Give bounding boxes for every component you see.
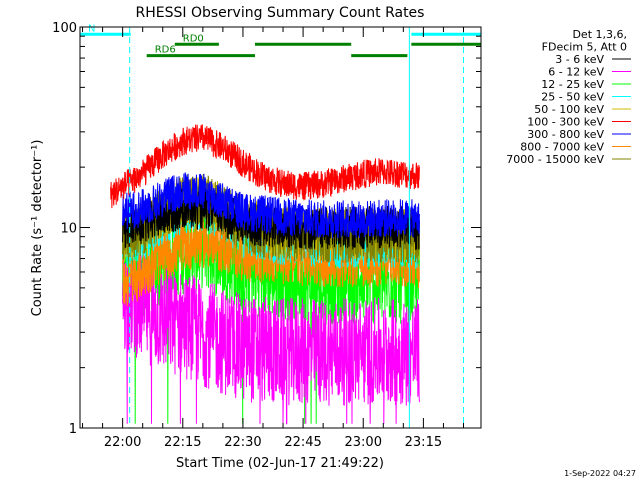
x-tick-label-6: 23:15	[405, 435, 442, 450]
series-line-7	[122, 172, 420, 239]
annotation-label-3: RD0	[183, 33, 204, 44]
legend-label-3: 12 - 25 keV	[541, 78, 604, 91]
y-tick-label-1: 1	[69, 422, 77, 437]
x-tick-label-4: 22:45	[284, 435, 321, 450]
legend-label-5: 50 - 100 keV	[534, 103, 604, 116]
vertical-markers	[129, 27, 464, 428]
series-line-2	[122, 249, 420, 425]
plot-area	[110, 124, 420, 425]
legend-header-1: Det 1,3,6,	[572, 28, 627, 41]
legend-label-4: 25 - 50 keV	[541, 91, 604, 104]
legend-label-1: 3 - 6 keV	[555, 53, 604, 66]
x-tick-label-5: 23:00	[345, 435, 382, 450]
legend-label-7: 300 - 800 keV	[527, 128, 604, 141]
x-tick-label-3: 22:30	[224, 435, 261, 450]
x-tick-label-2: 22:15	[164, 435, 201, 450]
y-tick-label-2: 10	[60, 222, 77, 237]
legend-label-2: 6 - 12 keV	[548, 66, 604, 79]
series-line-6	[110, 124, 420, 209]
x-axis-label: Start Time (02-Jun-17 21:49:22)	[176, 456, 384, 471]
annotation-label-6: RD6	[155, 45, 176, 56]
y-tick-label-3: 100	[52, 21, 77, 36]
annotation-label-1: N	[88, 23, 95, 34]
y-axis-label: Count Rate (s⁻¹ detector⁻¹)	[30, 140, 45, 317]
x-tick-label-1: 22:00	[104, 435, 141, 450]
footer-timestamp: 1-Sep-2022 04:27	[564, 469, 636, 478]
axis-ticks: 1 10 100 22:00 22:15 22:30 22:45 23:00 23:15	[52, 21, 481, 450]
legend-header-2: FDecim 5, Att 0	[542, 41, 627, 54]
chart-title: RHESSI Observing Summary Count Rates	[136, 5, 425, 21]
legend-label-9: 7000 - 15000 keV	[506, 153, 604, 166]
legend-label-8: 800 - 7000 keV	[520, 141, 604, 154]
legend-label-6: 100 - 300 keV	[527, 116, 604, 129]
annotation-bars: N RD0 RD6	[80, 23, 481, 58]
